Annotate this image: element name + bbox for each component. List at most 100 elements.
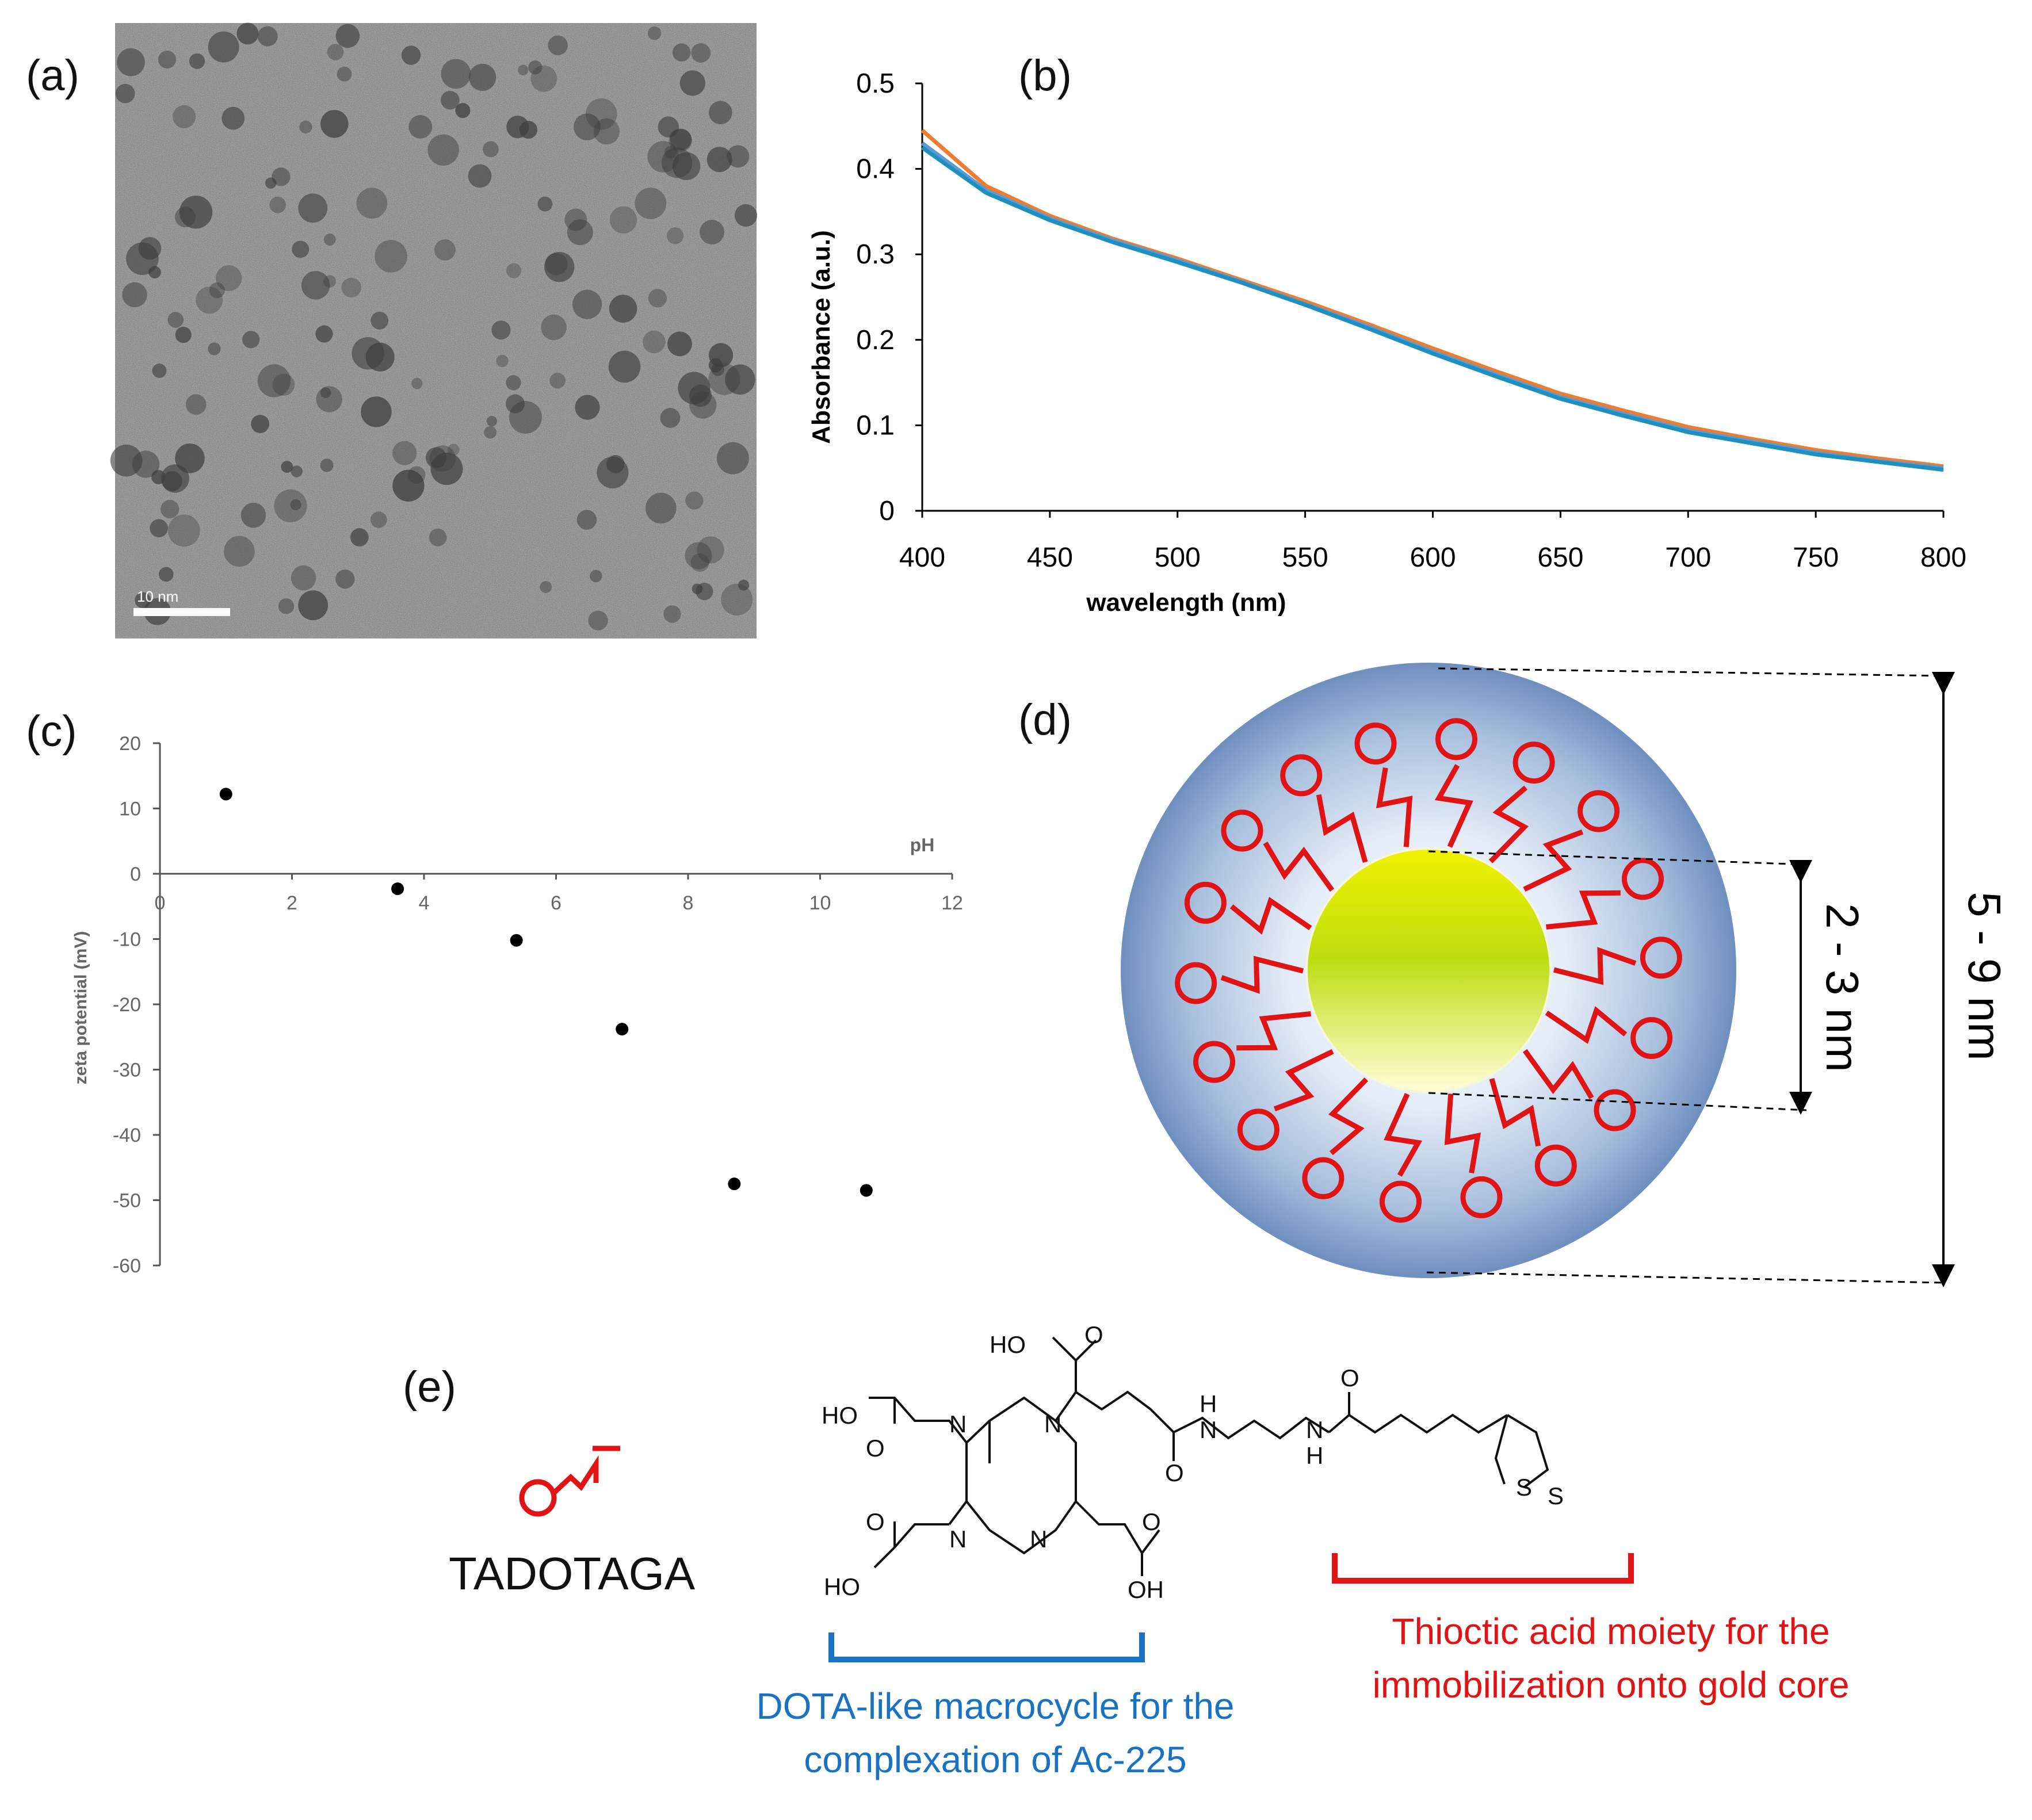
tem-particle — [706, 147, 732, 173]
ligand-headgroup — [1512, 741, 1555, 784]
tem-particle — [320, 110, 349, 138]
tem-particle — [727, 145, 750, 168]
tem-particle — [441, 59, 471, 89]
tem-particle — [269, 196, 287, 213]
tem-particle — [335, 24, 360, 48]
tem-particle — [257, 364, 291, 397]
ligand-headgroup — [1280, 754, 1323, 797]
tem-particle — [158, 567, 174, 582]
tem-particle — [672, 152, 701, 181]
tem-particle — [506, 394, 525, 414]
structure-atom-labels: HO O HO O O HO O OH N N N N O H N N H O … — [822, 1321, 1564, 1603]
tem-particle — [323, 233, 336, 246]
tem-particle — [572, 289, 602, 319]
tem-particle — [290, 499, 301, 510]
tem-particle — [335, 569, 355, 589]
atom-o-right-1: O — [1142, 1508, 1161, 1535]
tem-particle — [708, 101, 732, 125]
ligand-headgroup — [1534, 1144, 1577, 1187]
absorbance-x-tick-label: 750 — [1793, 542, 1839, 573]
zeta-point — [616, 1023, 629, 1036]
atom-n-3: N — [949, 1525, 967, 1553]
blue-caption: DOTA-like macrocycle for the complexatio… — [679, 1680, 1312, 1787]
tem-particle — [588, 610, 608, 630]
ligand-chain — [1488, 785, 1529, 863]
zeta-y-tick-label: 10 — [119, 798, 141, 820]
absorbance-y-tick-label: 0 — [879, 496, 895, 526]
ligand-headgroup — [1184, 881, 1227, 924]
ligand-headgroup — [1354, 722, 1397, 765]
red-bracket — [1332, 1553, 1634, 1584]
nanoparticle-schematic: 2 - 3 nm 5 - 9 nm — [1121, 663, 2010, 1287]
ligand-headgroup — [1460, 1176, 1503, 1218]
tem-particle — [208, 342, 221, 355]
absorbance-y-tick-label: 0.2 — [856, 325, 895, 355]
tem-particle — [110, 444, 143, 477]
tem-particle — [678, 372, 711, 404]
tem-particle — [692, 583, 703, 594]
tem-particle — [609, 295, 637, 323]
absorbance-y-tick-label: 0.5 — [856, 68, 895, 99]
tem-particle — [469, 63, 496, 91]
ligand-chain — [1229, 897, 1312, 935]
tem-particle — [323, 275, 337, 288]
tem-particle — [690, 553, 709, 572]
zeta-x-tick-label: 10 — [809, 892, 831, 914]
zeta-point — [391, 882, 404, 896]
tem-particle — [298, 590, 329, 621]
absorbance-x-axis-label: wavelength (nm) — [1086, 588, 1286, 617]
ligand-headgroup — [1175, 962, 1217, 1004]
ligand-headgroup — [1193, 1041, 1235, 1083]
tem-particle — [196, 286, 223, 314]
blue-bracket — [828, 1632, 1145, 1662]
absorbance-series — [920, 129, 1944, 472]
tem-particle — [540, 581, 552, 593]
tem-particle — [175, 326, 192, 343]
tem-particle — [371, 311, 389, 330]
absorbance-axes — [915, 82, 1945, 518]
absorbance-chart: 400 450 500 550 600 650 700 750 800 0 0.1 0.2 0.3 0.4… — [807, 68, 1966, 617]
absorbance-x-tick-label: 450 — [1027, 542, 1073, 573]
tem-particle — [291, 465, 303, 477]
absorbance-tick-labels: 400 450 500 550 600 650 700 750 800 0 0.1 0.2 0.3 0.4… — [856, 68, 1966, 573]
tem-image: 10 nm — [110, 22, 758, 638]
tem-particle — [320, 458, 334, 472]
tem-particle — [575, 395, 600, 420]
blue-caption-line-1: DOTA-like macrocycle for the — [756, 1685, 1235, 1727]
tem-particle — [635, 188, 667, 219]
tem-particle — [455, 103, 471, 118]
tem-particle — [567, 219, 593, 246]
tem-particle — [257, 26, 278, 47]
absorbance-x-tick-label: 550 — [1282, 542, 1328, 573]
tem-particle — [278, 598, 295, 614]
tem-particle — [721, 583, 753, 616]
ligand-chain — [1553, 947, 1637, 985]
red-caption-line-2: immobilization onto gold core — [1372, 1664, 1850, 1706]
panel-label-e: (e) — [403, 1363, 456, 1412]
inner-dimension-label: 2 - 3 nm — [1817, 903, 1868, 1072]
tem-particle — [236, 22, 259, 45]
ligand-headgroup — [1594, 1089, 1636, 1131]
tem-particle — [126, 242, 159, 275]
tem-particle — [672, 43, 691, 62]
ligand-headgroup — [1221, 809, 1263, 852]
atom-o-amide-1: O — [1165, 1459, 1184, 1486]
tem-particle — [242, 331, 260, 349]
tem-particle — [448, 443, 460, 456]
scale-bar — [133, 608, 230, 616]
zeta-y-tick-label: -40 — [113, 1125, 141, 1146]
tem-particle — [685, 491, 704, 510]
tem-particle — [158, 51, 176, 69]
tem-particle — [647, 26, 662, 40]
tem-particle — [468, 164, 492, 188]
atom-n-2: N — [949, 1410, 967, 1437]
tem-particle — [648, 289, 667, 308]
atom-nh-1-n: N — [1200, 1416, 1217, 1443]
zeta-point — [728, 1177, 741, 1191]
tem-particle — [486, 416, 498, 427]
panel-label-d: (d) — [1018, 695, 1072, 744]
tem-particle — [667, 331, 692, 357]
red-caption: Thioctic acid moiety for the immobilizat… — [1266, 1605, 1956, 1712]
tem-particle — [122, 282, 147, 308]
tem-particle — [441, 90, 460, 110]
